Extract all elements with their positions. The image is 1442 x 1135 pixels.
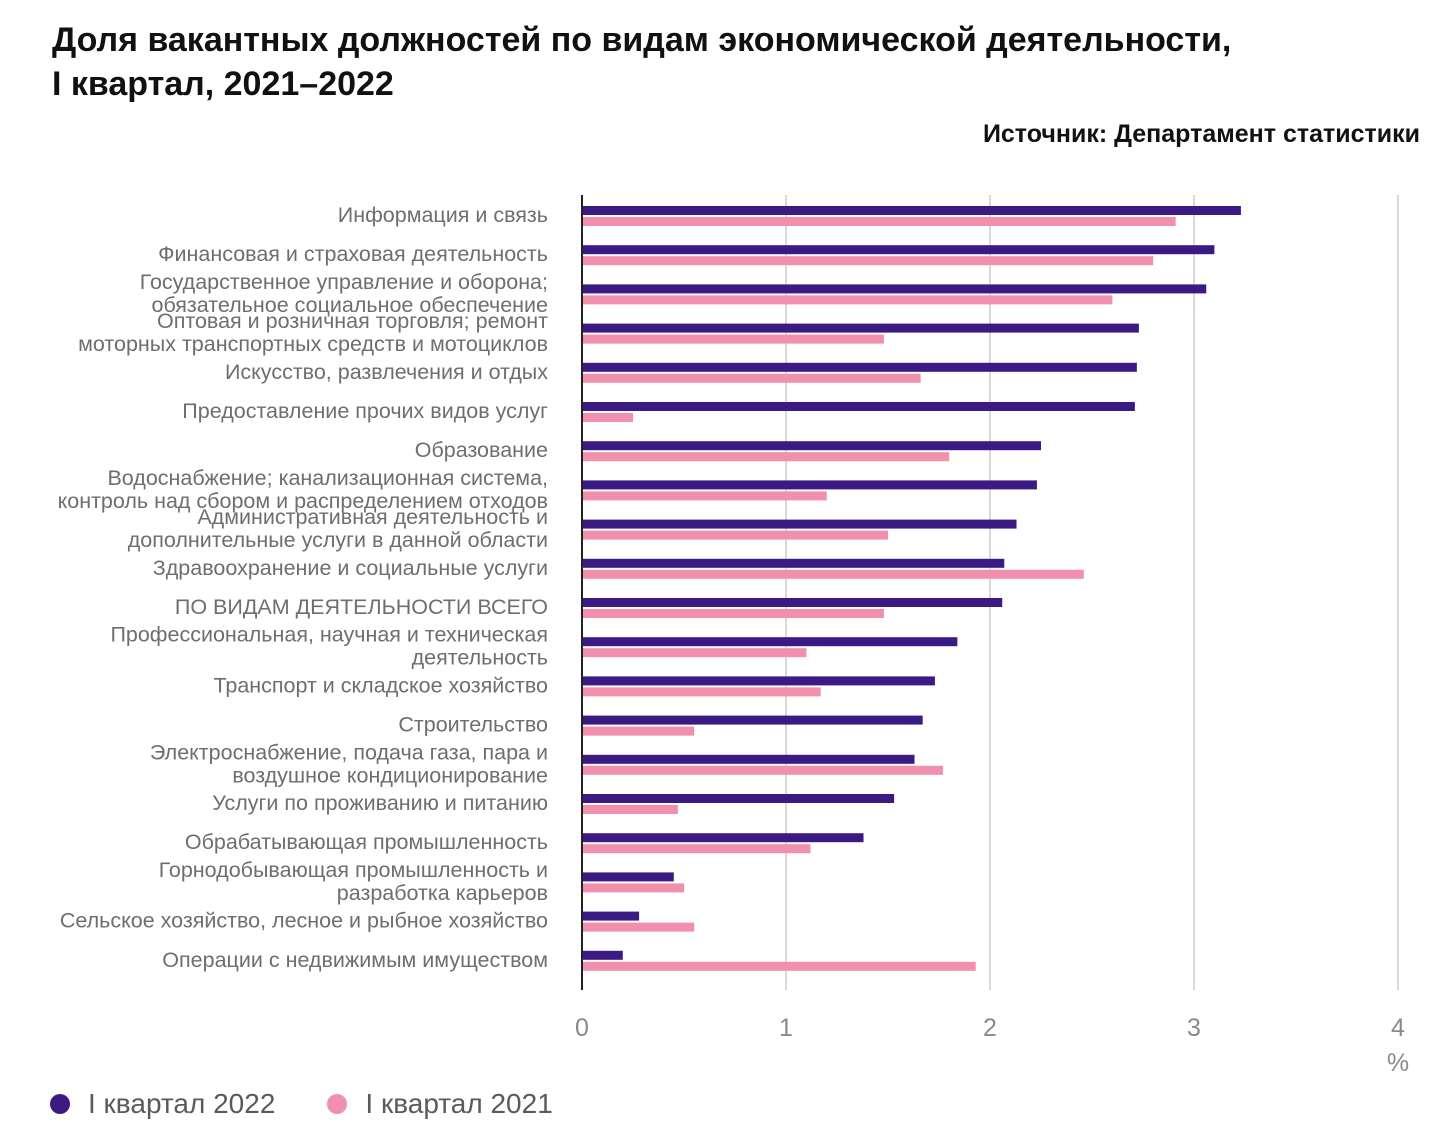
- category-label: Искусство, развлечения и отдых: [225, 360, 548, 384]
- bar-2022: [582, 558, 1005, 568]
- category-label: Операции с недвижимым имуществом: [162, 948, 548, 972]
- bar-2021: [582, 373, 921, 383]
- chart-title: Доля вакантных должностей по видам эконо…: [52, 18, 1352, 106]
- bar-2021: [582, 726, 695, 736]
- bar-2022: [582, 754, 915, 764]
- category-label: Сельское хозяйство, лесное и рыбное хозя…: [60, 909, 548, 933]
- category-label: Административная деятельность и: [197, 505, 548, 529]
- bar-2022: [582, 362, 1137, 372]
- category-label: Предоставление прочих видов услуг: [182, 399, 548, 423]
- x-tick-label: 1: [779, 1014, 793, 1042]
- bar-2022: [582, 598, 1003, 607]
- category-label: Строительство: [398, 713, 548, 737]
- legend: I квартал 2022 I квартал 2021: [50, 1088, 605, 1120]
- legend-item-2021: I квартал 2021: [327, 1088, 553, 1120]
- category-label: Финансовая и страховая деятельность: [158, 242, 548, 266]
- bar-2022: [582, 480, 1037, 490]
- bar-2021: [582, 922, 695, 932]
- bar-2021: [582, 452, 950, 462]
- category-label: Образование: [415, 438, 548, 462]
- bar-2022: [582, 323, 1139, 333]
- bar-2022: [582, 206, 1241, 215]
- category-label: Профессиональная, научная и техническая: [110, 623, 548, 647]
- category-label: Обрабатывающая промышленность: [185, 830, 548, 854]
- category-label: Оптовая и розничная торговля; ремонт: [157, 309, 548, 333]
- bar-2022: [582, 402, 1135, 411]
- bar-2021: [582, 569, 1084, 579]
- bar-2021: [582, 217, 1176, 226]
- category-label: Здравоохранение и социальные услуги: [153, 556, 548, 580]
- bar-2022: [582, 715, 923, 725]
- bar-2022: [582, 441, 1041, 451]
- bar-2022: [582, 245, 1215, 255]
- bar-2021: [582, 295, 1113, 305]
- bar-2022: [582, 911, 640, 921]
- category-label: моторных транспортных средств и мотоцикл…: [78, 332, 548, 356]
- category-label: Государственное управление и оборона;: [140, 270, 548, 294]
- bar-2022: [582, 794, 895, 803]
- bar-2021: [582, 256, 1154, 266]
- bar-2022: [582, 519, 1017, 529]
- bar-2022: [582, 950, 623, 960]
- bar-2022: [582, 872, 674, 882]
- category-label: Горнодобывающая промышленность и: [159, 858, 548, 882]
- category-label: Водоснабжение; канализационная система,: [107, 466, 548, 490]
- legend-swatch-2021: [327, 1094, 348, 1114]
- x-axis-label: %: [1387, 1049, 1409, 1077]
- bar-2021: [582, 334, 884, 344]
- chart-title-line-1: Доля вакантных должностей по видам эконо…: [52, 21, 1232, 59]
- category-label: Электроснабжение, подача газа, пара и: [150, 740, 548, 764]
- x-tick-label: 2: [983, 1014, 997, 1042]
- bar-2021: [582, 413, 633, 422]
- category-label: разработка карьеров: [337, 881, 548, 905]
- bar-2021: [582, 805, 678, 814]
- bar-2021: [582, 844, 811, 854]
- source-note: Источник: Департамент статистики: [982, 120, 1420, 148]
- bar-2021: [582, 609, 884, 618]
- category-label: контроль над сбором и распределением отх…: [58, 489, 548, 513]
- legend-label-2021: I квартал 2021: [365, 1088, 553, 1119]
- bar-2021: [582, 883, 684, 893]
- category-label: Услуги по проживанию и питанию: [212, 791, 548, 815]
- category-label: дополнительные услуги в данной области: [128, 528, 548, 552]
- bar-2021: [582, 491, 827, 501]
- category-label: Информация и связь: [338, 203, 548, 227]
- category-label: обязательное социальное обеспечение: [151, 293, 548, 317]
- legend-swatch-2022: [50, 1094, 70, 1114]
- bar-2021: [582, 530, 888, 540]
- legend-item-2022: I квартал 2022: [50, 1088, 275, 1120]
- bar-2021: [582, 648, 807, 658]
- chart-title-line-2: I квартал, 2021–2022: [52, 65, 394, 103]
- bar-2022: [582, 833, 864, 843]
- bar-2021: [582, 687, 821, 697]
- x-tick-label: 3: [1187, 1014, 1201, 1042]
- x-tick-label: 4: [1391, 1014, 1405, 1042]
- category-label: деятельность: [412, 646, 548, 670]
- bar-2022: [582, 676, 935, 686]
- bar-2021: [582, 765, 944, 775]
- bar-2022: [582, 284, 1207, 294]
- category-label: ПО ВИДАМ ДЕЯТЕЛЬНОСТИ ВСЕГО: [175, 595, 548, 619]
- x-tick-label: 0: [575, 1014, 589, 1042]
- bar-2021: [582, 961, 976, 971]
- category-label: Транспорт и складское хозяйство: [213, 673, 548, 697]
- category-label: воздушное кондиционирование: [232, 763, 548, 787]
- bar-2022: [582, 637, 958, 647]
- legend-label-2022: I квартал 2022: [88, 1088, 276, 1119]
